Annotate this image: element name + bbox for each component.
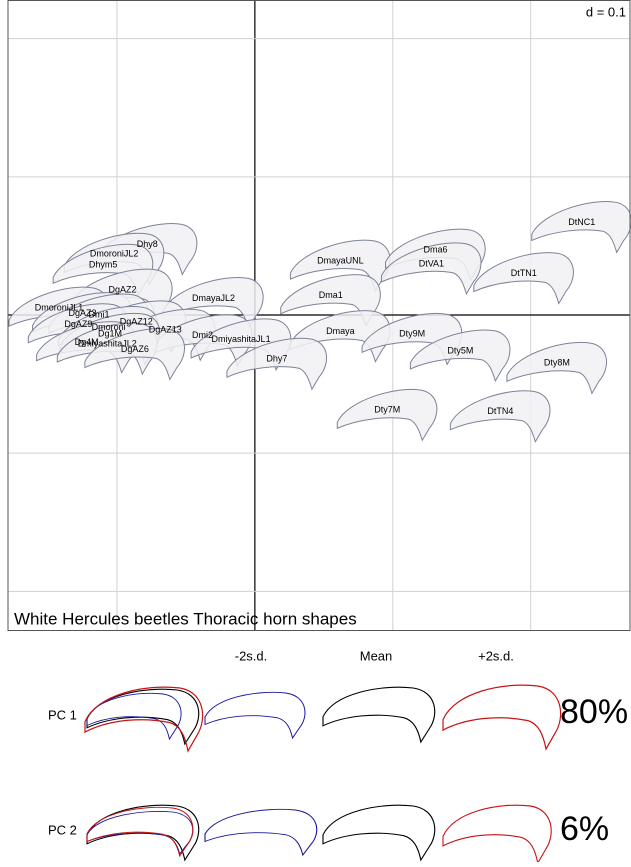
horn-shape <box>474 253 574 304</box>
page: DtNC1 Dhy8DmoroniJL2Dhym5 DmayaUNL Dma6 DtVA… <box>0 0 631 862</box>
point-label: DmoroniJL2 <box>90 249 139 259</box>
point-label: DmiyashitaJL1 <box>212 334 271 344</box>
point-label: Dhy8 <box>137 239 158 249</box>
point-label: Dma1 <box>319 290 343 300</box>
horn-shape <box>532 201 631 252</box>
point-label: Dmi1 <box>89 309 110 319</box>
point-label: Dmaya <box>326 326 355 336</box>
figure: DtNC1 Dhy8DmoroniJL2Dhym5 DmayaUNL Dma6 DtVA… <box>0 0 631 862</box>
column-header: +2s.d. <box>478 648 514 663</box>
shape-plus <box>443 805 551 862</box>
shape-minus <box>205 692 305 738</box>
point-label: DtNC1 <box>568 217 595 227</box>
horn-shape <box>507 342 607 393</box>
point-label: DgAZ13 <box>149 325 182 335</box>
variance-label: 80% <box>560 693 628 731</box>
horn-shape <box>337 389 437 440</box>
point-label: DmayaJL2 <box>192 293 235 303</box>
point-label: Dhy7 <box>266 354 287 364</box>
shape-minus <box>205 809 317 855</box>
point-label: DgAZ2 <box>108 285 136 295</box>
row-label: PC 1 <box>48 707 77 722</box>
point-label: DgAZ6 <box>121 344 149 354</box>
shape-mean <box>323 687 435 742</box>
point-label: Dhym5 <box>89 260 118 270</box>
horn-shape <box>450 391 550 442</box>
point-label: Dty5M <box>447 345 473 355</box>
point-label: Dg1M <box>98 329 122 339</box>
shape-mean <box>323 805 435 860</box>
pc1-overlay <box>85 687 203 751</box>
shape-plus <box>443 685 561 749</box>
point-label: Dma6 <box>424 244 448 254</box>
chart-title: White Hercules beetles Thoracic horn sha… <box>14 609 357 628</box>
row-label: PC 2 <box>48 822 77 837</box>
point-label: DtTN4 <box>487 406 513 416</box>
point-label: DgAZ9 <box>64 319 92 329</box>
pc2-overlay <box>87 805 199 860</box>
point-label: Dmi2 <box>192 330 213 340</box>
point-label: DmayaUNL <box>317 255 364 265</box>
point-label: Dty7M <box>374 405 400 415</box>
column-header: -2s.d. <box>235 648 268 663</box>
point-label: Dty9M <box>399 329 425 339</box>
column-header: Mean <box>360 648 393 663</box>
scale-label: d = 0.1 <box>586 4 626 19</box>
variance-label: 6% <box>560 810 609 848</box>
point-label: Dty8M <box>544 358 570 368</box>
point-label: DtTN1 <box>511 268 537 278</box>
point-label: DtVA1 <box>419 258 444 268</box>
